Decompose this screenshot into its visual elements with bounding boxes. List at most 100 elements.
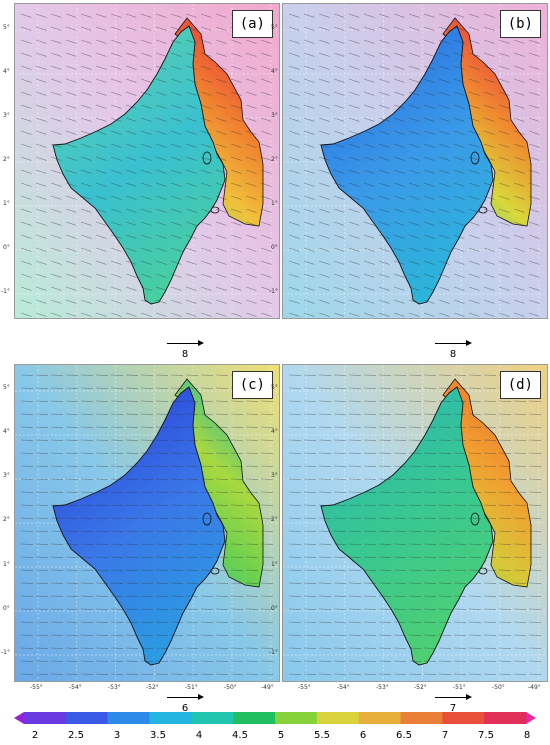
wind-vectors <box>20 374 274 675</box>
map-canvas <box>15 365 279 681</box>
colorbar-segment <box>24 712 67 724</box>
y-tick-label: 4° <box>271 428 278 435</box>
y-tick-label: 1° <box>3 561 10 568</box>
y-tick-label: 4° <box>3 68 10 75</box>
y-tick-label: 1° <box>3 200 10 207</box>
y-tick-label: 3° <box>271 472 278 479</box>
colorbar-segment <box>316 712 360 724</box>
y-tick-label: 3° <box>3 112 10 119</box>
x-tick-label: -49° <box>261 684 274 691</box>
colorbar-tick: 8 <box>523 730 531 741</box>
colorbar-segment <box>65 712 109 724</box>
y-tick-label: 2° <box>3 156 10 163</box>
y-tick-label: 5° <box>271 384 278 391</box>
colorbar-max-extend <box>526 712 536 724</box>
x-tick-label: -52° <box>146 684 159 691</box>
arrow-right-icon <box>433 339 473 349</box>
colorbar-tick: 5 <box>277 730 285 741</box>
map-panel-d: (d) <box>282 364 548 682</box>
y-tick-label: 3° <box>271 112 278 119</box>
colorbar-segment <box>484 712 527 724</box>
map-panel-a: (a) <box>14 3 280 319</box>
colorbar-segment <box>191 712 234 724</box>
coastal-islands <box>202 512 220 575</box>
reference-vector-value: 6 <box>181 703 189 714</box>
x-tick-label: -51° <box>185 684 198 691</box>
colorbar-segment <box>358 712 401 724</box>
y-tick-label: 0° <box>3 244 10 251</box>
colorbar-tick: 3.5 <box>150 730 166 741</box>
arrow-right-icon <box>165 693 205 703</box>
wind-vectors <box>20 13 272 317</box>
y-tick-label: 0° <box>271 605 278 612</box>
colorbar-tick: 6 <box>359 730 367 741</box>
y-tick-label: 1° <box>271 200 278 207</box>
colorbar-min-extend <box>14 712 24 724</box>
arrow-right-icon <box>433 693 473 703</box>
map-panel-c: (c) <box>14 364 280 682</box>
y-tick-label: 0° <box>271 244 278 251</box>
map-canvas <box>283 4 547 318</box>
land-region <box>320 25 494 305</box>
colorbar-segment <box>149 712 192 724</box>
y-tick-label: 5° <box>3 24 10 31</box>
y-tick-label: -1° <box>269 288 278 295</box>
colorbar-segment <box>275 712 318 724</box>
x-tick-label: -55° <box>30 684 43 691</box>
reference-vector-a: 8 <box>165 339 205 361</box>
x-tick-label: -53° <box>376 684 389 691</box>
x-tick-label: -54° <box>69 684 82 691</box>
reference-vector-value: 7 <box>449 703 457 714</box>
y-tick-label: 5° <box>271 24 278 31</box>
x-tick-label: -55° <box>298 684 311 691</box>
colorbar <box>14 712 536 724</box>
y-tick-label: -1° <box>269 649 278 656</box>
panel-label: (b) <box>499 10 541 38</box>
colorbar-segment <box>442 712 485 724</box>
colorbar-tick: 6.5 <box>396 730 412 741</box>
colorbar-tick: 2.5 <box>68 730 84 741</box>
reference-vector-d: 7 <box>433 693 473 715</box>
colorbar-segment <box>107 712 150 724</box>
reference-vector-value: 8 <box>449 349 457 360</box>
wind-vectors <box>288 13 540 317</box>
y-tick-label: 3° <box>3 472 10 479</box>
y-tick-label: 0° <box>3 605 10 612</box>
coastal-islands <box>470 512 488 575</box>
arrow-right-icon <box>165 339 205 349</box>
colorbar-tick: 5.5 <box>314 730 330 741</box>
y-tick-label: 4° <box>271 68 278 75</box>
land-region <box>52 25 226 305</box>
panel-label: (c) <box>231 371 273 399</box>
reference-vector-b: 8 <box>433 339 473 361</box>
x-tick-label: -50° <box>492 684 505 691</box>
y-tick-label: -1° <box>1 288 10 295</box>
colorbar-segment <box>233 712 276 724</box>
y-tick-label: 2° <box>271 516 278 523</box>
x-tick-label: -51° <box>453 684 466 691</box>
colorbar-tick: 2 <box>31 730 39 741</box>
reference-vector-value: 8 <box>181 349 189 360</box>
colorbar-tick: 7.5 <box>478 730 494 741</box>
colorbar-tick: 4 <box>195 730 203 741</box>
y-tick-label: -1° <box>1 649 10 656</box>
y-tick-label: 2° <box>271 156 278 163</box>
wind-vectors <box>288 374 542 675</box>
colorbar-tick: 4.5 <box>232 730 248 741</box>
land-region <box>320 386 494 666</box>
panel-label: (d) <box>499 371 541 399</box>
reference-vector-c: 6 <box>165 693 205 715</box>
map-canvas <box>283 365 547 681</box>
x-tick-label: -50° <box>224 684 237 691</box>
x-tick-label: -53° <box>108 684 121 691</box>
panel-label: (a) <box>231 10 273 38</box>
colorbar-segment <box>400 712 443 724</box>
y-tick-label: 4° <box>3 428 10 435</box>
map-canvas <box>15 4 279 318</box>
x-tick-label: -54° <box>337 684 350 691</box>
land-region <box>52 386 226 666</box>
colorbar-tick: 3 <box>113 730 121 741</box>
y-tick-label: 5° <box>3 384 10 391</box>
x-tick-label: -52° <box>414 684 427 691</box>
y-tick-label: 1° <box>271 561 278 568</box>
